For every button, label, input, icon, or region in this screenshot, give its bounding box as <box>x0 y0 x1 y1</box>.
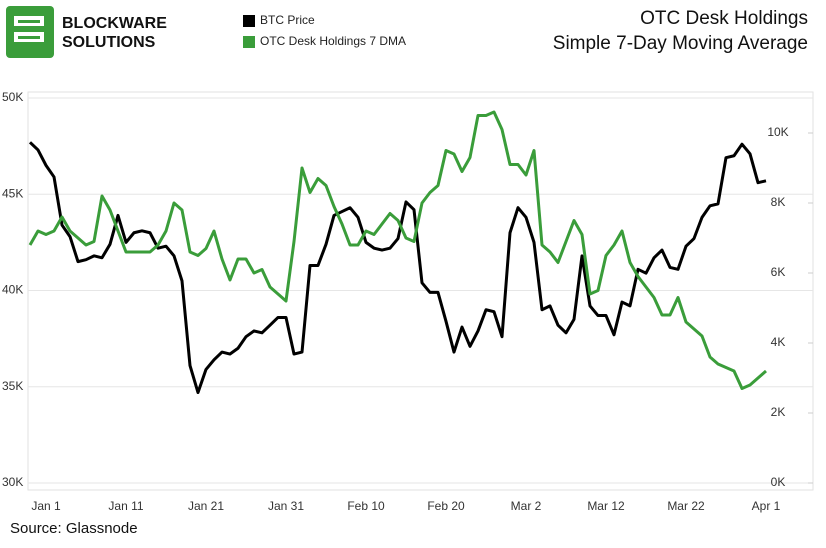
series-line <box>28 141 767 395</box>
y2-tick-label: 8K <box>771 195 786 209</box>
x-tick-label: Mar 2 <box>511 499 542 513</box>
brand-line: BLOCKWARE <box>62 15 167 32</box>
x-tick-label: Mar 22 <box>667 499 705 513</box>
x-tick-label: Jan 1 <box>31 499 61 513</box>
logo <box>6 6 54 58</box>
x-tick-label: Jan 21 <box>188 499 224 513</box>
x-tick-label: Jan 11 <box>108 499 143 513</box>
y2-tick-label: 10K <box>767 125 788 139</box>
x-tick-label: Mar 12 <box>587 499 625 513</box>
chart-title: OTC Desk Holdings <box>640 8 808 29</box>
series-line <box>28 110 767 390</box>
y-tick-label: 40K <box>2 283 23 297</box>
x-tick-label: Apr 1 <box>752 499 781 513</box>
y-tick-label: 50K <box>2 90 23 104</box>
y2-tick-label: 4K <box>771 335 786 349</box>
y-tick-label: 45K <box>2 186 23 200</box>
legend-label: OTC Desk Holdings 7 DMA <box>260 34 406 48</box>
x-tick-label: Feb 10 <box>347 499 385 513</box>
y2-tick-label: 0K <box>771 475 786 489</box>
source: Source: Glassnode <box>10 520 138 537</box>
x-tick-label: Feb 20 <box>427 499 465 513</box>
brand-line: SOLUTIONS <box>62 34 156 51</box>
legend-swatch <box>243 36 255 48</box>
y-tick-label: 30K <box>2 475 23 489</box>
legend-label: BTC Price <box>260 13 315 27</box>
chart-subtitle: Simple 7-Day Moving Average <box>553 33 808 54</box>
y-tick-label: 35K <box>2 379 23 393</box>
x-tick-label: Jan 31 <box>268 499 304 513</box>
y2-tick-label: 2K <box>771 405 786 419</box>
legend-swatch <box>243 15 255 27</box>
y2-tick-label: 6K <box>771 265 786 279</box>
